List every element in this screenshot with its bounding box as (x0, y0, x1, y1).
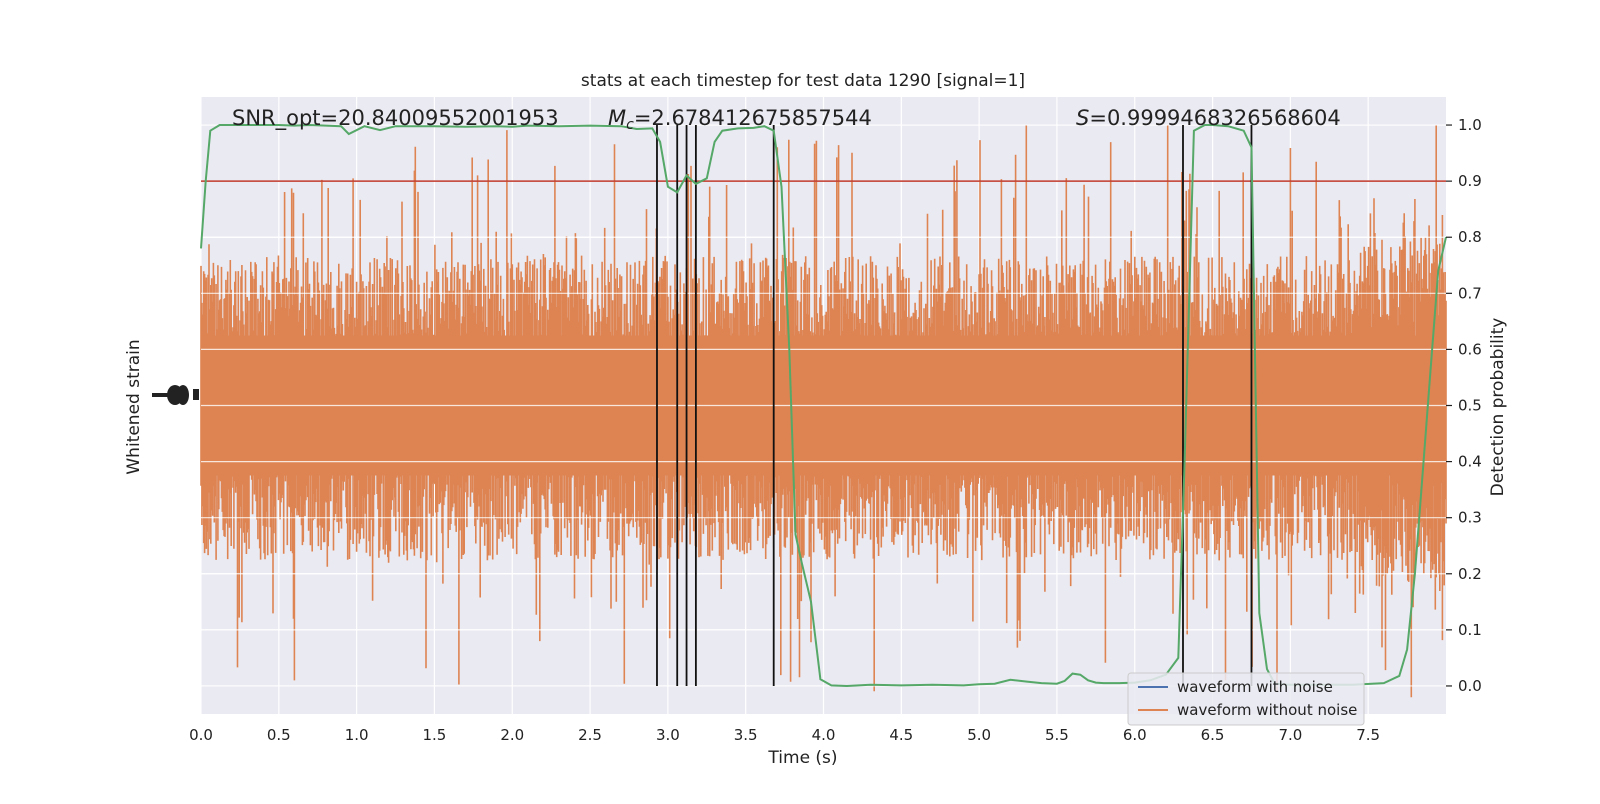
legend-label-with-noise: waveform with noise (1177, 678, 1333, 696)
y-tick-label: 0.6 (1458, 340, 1482, 358)
y-tick-label: 0.9 (1458, 172, 1482, 190)
detection-probability-line (200, 123, 1447, 688)
s-annotation: S=0.9999468326568604 (1076, 106, 1341, 130)
x-tick-label: 5.0 (967, 726, 991, 744)
left-tick-cluster (152, 393, 168, 397)
x-tick-label: 2.5 (578, 726, 602, 744)
x-tick-label: 4.5 (889, 726, 913, 744)
chirp-mass-annotation: Mc=2.678412675857544 (608, 106, 872, 133)
x-tick-label: 0.0 (189, 726, 213, 744)
x-tick-label: 7.5 (1356, 726, 1380, 744)
y-tick-label: 0.1 (1458, 621, 1482, 639)
x-tick-label: 3.5 (734, 726, 758, 744)
x-tick-label: 7.0 (1278, 726, 1302, 744)
y-tick-label: 1.0 (1458, 116, 1482, 134)
x-tick-label: 5.5 (1045, 726, 1069, 744)
y-tick-label: 0.3 (1458, 509, 1482, 527)
x-tick-label: 6.0 (1123, 726, 1147, 744)
mc-value: =2.678412675857544 (634, 106, 872, 130)
x-tick-label: 4.0 (812, 726, 836, 744)
legend-box (1127, 672, 1365, 726)
detection-probability-series (200, 123, 1447, 688)
x-tick-label: 6.5 (1201, 726, 1225, 744)
x-tick-label: 0.5 (267, 726, 291, 744)
x-tick-label: 2.0 (500, 726, 524, 744)
y-tick-label: 0.7 (1458, 284, 1482, 302)
left-tick-cluster (177, 385, 189, 405)
left-tick-cluster (193, 389, 199, 400)
y-tick-label: 0.8 (1458, 228, 1482, 246)
y-tick-label: 0.0 (1458, 677, 1482, 695)
y-axis-right: 0.0 0.1 0.2 0.3 0.4 0.5 0.6 0.7 0.8 0.9 1.0 (1446, 116, 1482, 695)
y-axis-left (152, 385, 199, 405)
event-lines (656, 125, 1253, 686)
s-symbol: S (1076, 106, 1089, 130)
x-axis: 0.0 0.5 1.0 1.5 2.0 2.5 3.0 3.5 4.0 4.5 5.0 5.5 6.0 6… (189, 726, 1380, 744)
x-tick-label: 1.0 (345, 726, 369, 744)
y-axis-left-label: Whitened strain (124, 339, 144, 474)
legend-label-without-noise: waveform without noise (1177, 701, 1357, 719)
y-axis-right-label: Detection probability (1488, 318, 1508, 497)
y-tick-label: 0.5 (1458, 397, 1482, 415)
waveform-without-noise-series (200, 124, 1447, 698)
snr-annotation: SNR_opt=20.84009552001953 (232, 106, 559, 131)
legend: waveform with noise waveform without noi… (1127, 672, 1365, 726)
x-axis-label: Time (s) (767, 748, 837, 768)
s-value: =0.9999468326568604 (1089, 106, 1340, 130)
y-tick-label: 0.2 (1458, 565, 1482, 583)
mc-symbol: M (608, 106, 626, 130)
y-tick-label: 0.4 (1458, 453, 1482, 471)
x-tick-label: 3.0 (656, 726, 680, 744)
chart-title: stats at each timestep for test data 129… (581, 71, 1025, 91)
x-tick-label: 1.5 (423, 726, 447, 744)
mc-subscript: c (626, 117, 634, 133)
